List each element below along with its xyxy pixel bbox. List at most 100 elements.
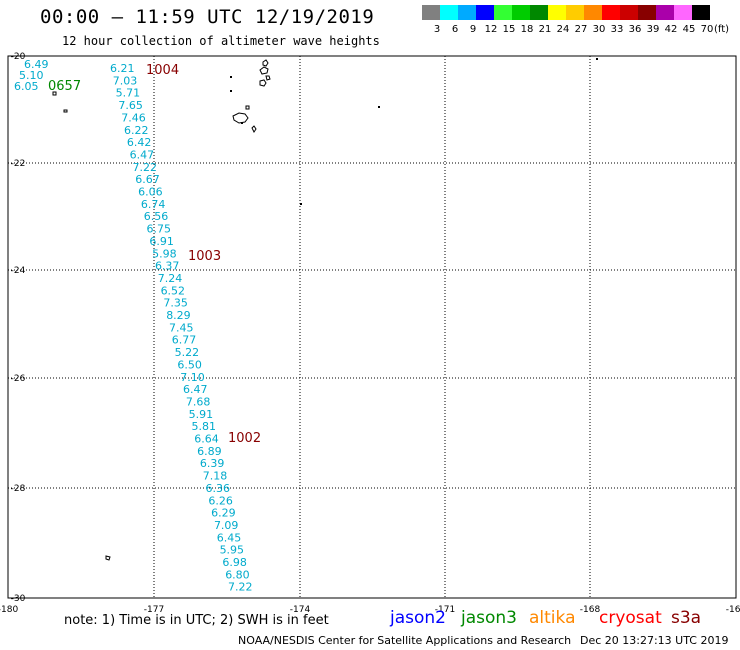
footer-timestamp: Dec 20 13:27:13 UTC 2019 <box>580 634 729 647</box>
legend-swatch <box>440 5 458 20</box>
legend-swatch <box>620 5 638 20</box>
island-dot <box>230 90 232 92</box>
map-frame <box>7 55 737 599</box>
wave-height-value: 7.09 <box>214 519 239 532</box>
island-outline <box>265 75 271 81</box>
wave-height-value: 6.47 <box>130 148 155 161</box>
legend-label: 3 <box>433 24 441 35</box>
legend-label: 24 <box>556 24 570 35</box>
wave-height-value: 6.39 <box>200 457 225 470</box>
wave-height-value: 7.24 <box>158 272 183 285</box>
x-tick-label: -180 <box>0 605 18 615</box>
wave-height-value: 5.95 <box>220 544 245 557</box>
wave-height-value: 6.89 <box>197 445 222 458</box>
legend-swatch <box>476 5 494 20</box>
wave-height-value: 5.22 <box>175 346 200 359</box>
map-title: 00:00 – 11:59 UTC 12/19/2019 <box>40 6 375 28</box>
pass-time-label: 1003 <box>188 249 221 264</box>
wave-height-value: 6.21 <box>110 62 135 75</box>
legend-swatch <box>566 5 584 20</box>
wave-height-value: 6.06 <box>138 186 163 199</box>
legend-swatch <box>512 5 530 20</box>
legend-label: 15 <box>502 24 516 35</box>
wave-height-value: 6.42 <box>127 136 152 149</box>
island-outline <box>245 105 250 110</box>
island-dot <box>378 106 380 108</box>
wave-height-value: 6.45 <box>217 531 242 544</box>
wave-height-value: 8.29 <box>166 309 191 322</box>
legend-label: 18 <box>520 24 534 35</box>
wave-height-value: 7.22 <box>132 161 157 174</box>
wave-height-value: 6.36 <box>206 482 231 495</box>
pass-time-label: 1004 <box>146 63 179 78</box>
legend-swatch <box>422 5 440 20</box>
island-dot <box>596 58 598 60</box>
wave-height-value: 6.56 <box>144 210 169 223</box>
legend-label: 36 <box>628 24 642 35</box>
legend-label: 45 <box>682 24 696 35</box>
wave-height-value: 6.52 <box>161 284 186 297</box>
wave-height-value: 6.47 <box>183 383 208 396</box>
y-tick-label: -26 <box>11 374 26 384</box>
wave-height-value: 6.75 <box>147 223 172 236</box>
x-tick-label: -168 <box>580 605 601 615</box>
legend-label: 9 <box>469 24 477 35</box>
satellite-jason3-label: jason3 <box>461 608 517 628</box>
x-tick-label: -171 <box>435 605 455 615</box>
legend-swatch <box>602 5 620 20</box>
wave-height-value: 5.91 <box>189 408 214 421</box>
wave-height-value: 5.10 <box>19 69 44 82</box>
legend-swatch <box>674 5 692 20</box>
y-tick-label: -30 <box>11 594 26 604</box>
wave-height-value: 6.91 <box>149 235 174 248</box>
legend-label: 70 <box>700 24 714 35</box>
wave-height-value: 5.81 <box>191 420 216 433</box>
legend-swatch <box>638 5 656 20</box>
legend-label: 42 <box>664 24 678 35</box>
wave-height-value: 7.68 <box>186 395 211 408</box>
wave-height-value: 5.98 <box>152 247 177 260</box>
island-outline <box>63 109 68 113</box>
wave-height-value: 6.74 <box>141 198 166 211</box>
y-tick-label: -28 <box>11 484 26 494</box>
satellite-cryosat-label: cryosat <box>599 608 662 628</box>
y-tick-label: -22 <box>11 159 26 169</box>
legend-label: 12 <box>484 24 498 35</box>
island-dot <box>230 76 232 78</box>
legend-swatch <box>656 5 674 20</box>
x-tick-label: -177 <box>144 605 164 615</box>
wave-height-value: 7.35 <box>163 297 188 310</box>
wave-height-value: 5.71 <box>116 87 141 100</box>
footer-note: note: 1) Time is in UTC; 2) SWH is in fe… <box>64 613 329 628</box>
x-tick-label: -165 <box>726 605 740 615</box>
island-outline <box>251 125 257 133</box>
island-outline <box>52 91 57 96</box>
y-tick-label: -24 <box>11 266 26 276</box>
wave-height-value: 7.10 <box>180 371 205 384</box>
legend-unit: (ft) <box>714 24 730 35</box>
legend-label: 6 <box>451 24 459 35</box>
wave-height-value: 6.49 <box>24 58 49 71</box>
wave-height-value: 6.05 <box>14 80 39 93</box>
legend-swatch <box>458 5 476 20</box>
legend-label: 27 <box>574 24 588 35</box>
legend-swatch <box>494 5 512 20</box>
legend-label: 33 <box>610 24 624 35</box>
legend-label: 39 <box>646 24 660 35</box>
wave-height-value: 6.26 <box>208 494 233 507</box>
satellite-jason2-label: jason2 <box>390 608 446 628</box>
island-outline <box>259 79 267 87</box>
wave-height-value: 6.50 <box>177 358 202 371</box>
wave-height-value: 6.29 <box>211 507 236 520</box>
island-dot <box>241 122 243 124</box>
satellite-altika-label: altika <box>529 608 576 628</box>
island-outline <box>232 112 249 124</box>
wave-height-value: 6.37 <box>155 260 180 273</box>
pass-time-label: 0657 <box>48 79 81 94</box>
satellite-s3a-label: s3a <box>671 608 702 628</box>
wave-height-value: 6.22 <box>124 124 149 137</box>
legend-swatch <box>584 5 602 20</box>
footer-credit: NOAA/NESDIS Center for Satellite Applica… <box>238 634 572 647</box>
